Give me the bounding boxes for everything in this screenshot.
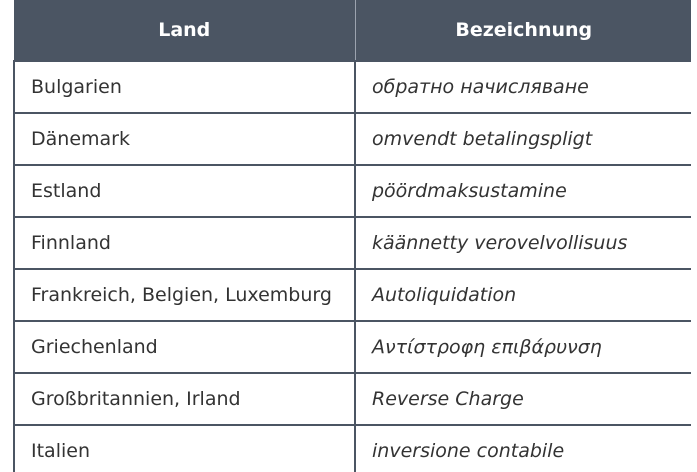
table-row: Frankreich, Belgien, Luxemburg Autoliqui… (13, 268, 691, 322)
header-row: Land Bezeichnung (14, 0, 691, 61)
cell-term: inversione contabile (354, 424, 691, 472)
table-body: Bulgarien обратно начисляване Dänemark o… (13, 60, 691, 472)
cell-country: Bulgarien (13, 60, 356, 114)
table-header: Land Bezeichnung (14, 0, 691, 61)
cell-term: Autoliquidation (354, 268, 691, 322)
cell-term: Αντίστροφη επιβάρυνση (354, 320, 691, 374)
table-row: Griechenland Αντίστροφη επιβάρυνση (13, 320, 691, 374)
cell-term: обратно начисляване (354, 60, 691, 114)
table-row: Finnland käännetty verovelvollisuus (13, 216, 691, 270)
cell-country: Frankreich, Belgien, Luxemburg (13, 268, 356, 322)
cell-term: omvendt betalingspligt (354, 112, 691, 166)
cell-country: Griechenland (13, 320, 356, 374)
cell-country: Dänemark (13, 112, 356, 166)
cell-country: Finnland (13, 216, 356, 270)
table-row: Großbritannien, Irland Reverse Charge (13, 372, 691, 426)
table-container: Land Bezeichnung Bulgarien обратно начис… (13, 0, 691, 472)
cell-country: Estland (13, 164, 356, 218)
reverse-charge-table: Land Bezeichnung Bulgarien обратно начис… (13, 0, 691, 472)
table-row: Bulgarien обратно начисляване (13, 60, 691, 114)
table-row: Estland pöördmaksustamine (13, 164, 691, 218)
table-row: Dänemark omvendt betalingspligt (13, 112, 691, 166)
cell-term: käännetty verovelvollisuus (354, 216, 691, 270)
header-country: Land (14, 0, 356, 61)
cell-term: Reverse Charge (354, 372, 691, 426)
cell-country: Italien (13, 424, 356, 472)
header-term: Bezeichnung (355, 0, 691, 61)
cell-country: Großbritannien, Irland (13, 372, 356, 426)
table-row: Italien inversione contabile (13, 424, 691, 472)
cell-term: pöördmaksustamine (354, 164, 691, 218)
